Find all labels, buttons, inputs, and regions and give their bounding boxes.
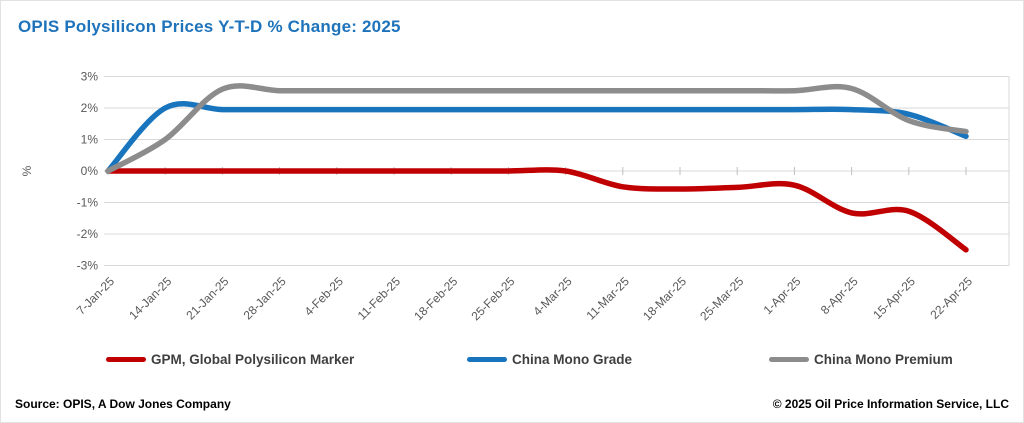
legend: GPM, Global Polysilicon Marker China Mon… bbox=[1, 352, 1023, 372]
legend-item-china-mono-grade: China Mono Grade bbox=[467, 352, 632, 367]
svg-text:1-Apr-25: 1-Apr-25 bbox=[761, 274, 804, 317]
series-line-china-mono-grade bbox=[105, 101, 969, 174]
chart-title: OPIS Polysilicon Prices Y-T-D % Change: … bbox=[18, 17, 401, 36]
svg-text:15-Apr-25: 15-Apr-25 bbox=[870, 274, 918, 322]
y-axis-title: % bbox=[20, 165, 34, 176]
svg-text:22-Apr-25: 22-Apr-25 bbox=[927, 274, 975, 322]
svg-text:11-Feb-25: 11-Feb-25 bbox=[355, 274, 404, 323]
svg-text:4-Feb-25: 4-Feb-25 bbox=[302, 274, 347, 319]
svg-text:7-Jan-25: 7-Jan-25 bbox=[74, 274, 118, 318]
legend-label-china-mono-grade: China Mono Grade bbox=[512, 352, 633, 367]
svg-text:2%: 2% bbox=[81, 101, 99, 115]
svg-text:4-Mar-25: 4-Mar-25 bbox=[530, 274, 575, 319]
y-axis-labels: 3% 2% 1% 0% -1% -2% -3% bbox=[77, 70, 99, 273]
legend-swatch-china-mono-premium bbox=[769, 357, 809, 362]
legend-item-gpm: GPM, Global Polysilicon Marker bbox=[106, 352, 354, 367]
svg-text:14-Jan-25: 14-Jan-25 bbox=[126, 274, 174, 322]
svg-text:25-Feb-25: 25-Feb-25 bbox=[468, 274, 517, 323]
svg-text:3%: 3% bbox=[81, 70, 99, 84]
svg-text:18-Mar-25: 18-Mar-25 bbox=[640, 274, 689, 323]
legend-swatch-china-mono-grade bbox=[467, 357, 507, 362]
svg-text:18-Feb-25: 18-Feb-25 bbox=[411, 274, 460, 323]
svg-text:11-Mar-25: 11-Mar-25 bbox=[584, 274, 633, 323]
svg-text:21-Jan-25: 21-Jan-25 bbox=[183, 274, 231, 322]
series-line-gpm bbox=[105, 167, 969, 253]
legend-swatch-gpm bbox=[106, 357, 146, 362]
svg-text:-2%: -2% bbox=[77, 227, 99, 241]
series-line-china-mono-premium bbox=[105, 83, 969, 174]
copyright-note: © 2025 Oil Price Information Service, LL… bbox=[772, 397, 1009, 411]
svg-text:8-Apr-25: 8-Apr-25 bbox=[818, 274, 861, 317]
svg-text:1%: 1% bbox=[81, 133, 99, 147]
legend-label-gpm: GPM, Global Polysilicon Marker bbox=[151, 352, 355, 367]
svg-text:0%: 0% bbox=[81, 164, 99, 178]
svg-text:-3%: -3% bbox=[77, 259, 99, 273]
x-axis-labels: 7-Jan-25 14-Jan-25 21-Jan-25 28-Jan-25 4-Feb… bbox=[74, 274, 976, 323]
svg-text:-1%: -1% bbox=[77, 196, 99, 210]
svg-text:25-Mar-25: 25-Mar-25 bbox=[697, 274, 746, 323]
legend-item-china-mono-premium: China Mono Premium bbox=[769, 352, 953, 367]
svg-text:28-Jan-25: 28-Jan-25 bbox=[241, 274, 289, 322]
source-note: Source: OPIS, A Dow Jones Company bbox=[15, 397, 231, 411]
legend-label-china-mono-premium: China Mono Premium bbox=[814, 352, 953, 367]
